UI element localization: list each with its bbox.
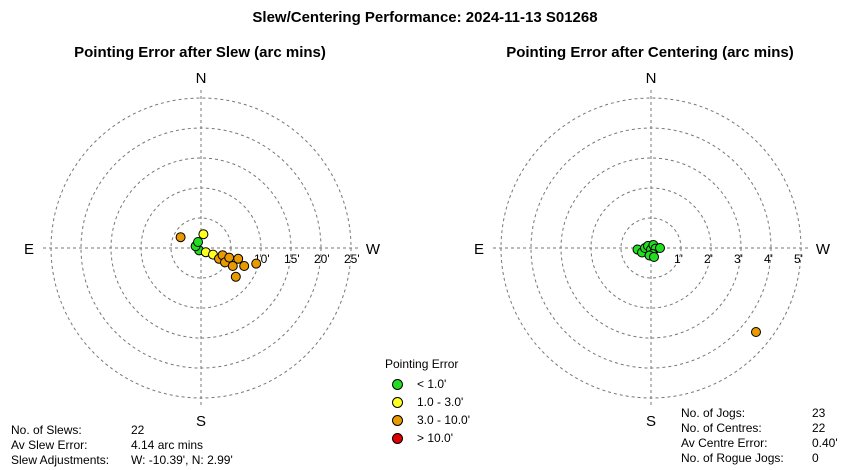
centering-ring-label: 5' bbox=[794, 252, 803, 266]
centering-cardinal-w: W bbox=[816, 241, 831, 258]
slew-stat-value: 4.14 arc mins bbox=[131, 438, 204, 452]
slew-data-point bbox=[224, 252, 235, 263]
slew-data-point bbox=[198, 229, 209, 240]
legend-label-yellow: 1.0 - 3.0' bbox=[417, 395, 464, 409]
slew-panel-title: Pointing Error after Slew (arc mins) bbox=[74, 44, 326, 61]
centering-stat-label: Av Centre Error: bbox=[681, 436, 768, 450]
legend-swatch-red bbox=[392, 432, 403, 444]
legend-swatch-yellow bbox=[392, 396, 403, 408]
centering-stat-value: 22 bbox=[812, 421, 826, 435]
slew-ring-label: 25' bbox=[344, 252, 360, 266]
centering-stat-value: 0 bbox=[812, 451, 819, 465]
centering-ring-label: 2' bbox=[704, 252, 713, 266]
slew-data-point bbox=[175, 232, 186, 243]
slew-ring-label: 20' bbox=[314, 252, 330, 266]
slew-stat-label: Av Slew Error: bbox=[11, 438, 88, 452]
legend-title: Pointing Error bbox=[385, 357, 459, 371]
centering-cardinal-n: N bbox=[646, 70, 657, 87]
legend-item-green: < 1.0' bbox=[392, 377, 446, 391]
slew-data-point bbox=[239, 261, 250, 271]
slew-ring-label: 15' bbox=[284, 252, 300, 266]
centering-stat-value: 0.40' bbox=[812, 436, 838, 450]
centering-panel-title: Pointing Error after Centering (arc mins… bbox=[506, 44, 794, 61]
main-title: Slew/Centering Performance: 2024-11-13 S… bbox=[252, 9, 598, 26]
centering-cardinal-s: S bbox=[646, 413, 656, 430]
centering-data-point bbox=[649, 252, 659, 262]
slew-stat-value: 22 bbox=[131, 423, 145, 437]
slew-data-point bbox=[233, 253, 244, 264]
centering-ring-label: 3' bbox=[734, 252, 743, 266]
slew-cardinal-n: N bbox=[196, 70, 207, 87]
slew-cardinal-s: S bbox=[196, 413, 206, 430]
legend-item-yellow: 1.0 - 3.0' bbox=[392, 395, 463, 409]
slew-cardinal-e: E bbox=[24, 241, 34, 258]
centering-ring-label: 4' bbox=[764, 252, 773, 266]
centering-data-point bbox=[655, 243, 665, 253]
legend-swatch-green bbox=[392, 378, 403, 390]
centering-stat-value: 23 bbox=[812, 406, 826, 420]
slew-data-point bbox=[227, 261, 238, 271]
centering-stat-label: No. of Centres: bbox=[681, 421, 762, 435]
legend-label-red: > 10.0' bbox=[417, 431, 453, 445]
centering-stat-label: No. of Rogue Jogs: bbox=[681, 451, 784, 465]
centering-cardinal-e: E bbox=[474, 241, 484, 258]
legend-item-red: > 10.0' bbox=[392, 431, 453, 445]
slew-cardinal-w: W bbox=[366, 241, 381, 258]
slew-stat-value: W: -10.39', N: 2.99' bbox=[131, 453, 233, 467]
slew-stat-label: No. of Slews: bbox=[11, 423, 82, 437]
centering-ring-label: 1' bbox=[674, 252, 683, 266]
slew-stat-label: Slew Adjustments: bbox=[11, 453, 110, 467]
legend-item-orange: 3.0 - 10.0' bbox=[392, 413, 470, 427]
centering-stat-label: No. of Jogs: bbox=[681, 406, 746, 420]
slew-data-point bbox=[193, 237, 203, 247]
slew-data-point bbox=[230, 271, 241, 282]
centering-data-point bbox=[751, 327, 761, 337]
legend-swatch-orange bbox=[392, 414, 403, 426]
slew-data-point bbox=[251, 258, 262, 269]
legend-label-orange: 3.0 - 10.0' bbox=[417, 413, 470, 427]
legend-label-green: < 1.0' bbox=[417, 377, 447, 391]
